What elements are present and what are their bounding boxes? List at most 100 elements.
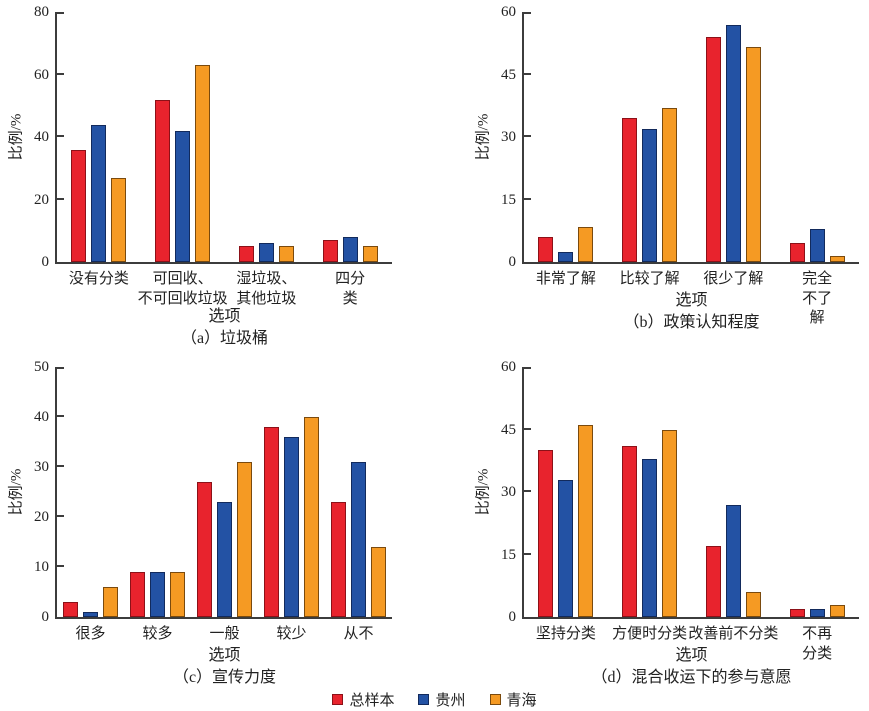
y-axis-title: 比例/% xyxy=(8,468,25,516)
y-axis-title: 比例/% xyxy=(475,468,492,516)
legend-item-guizhou: 贵州 xyxy=(418,689,466,710)
bar-guizhou-1 xyxy=(91,124,107,262)
y-tick-mark xyxy=(57,197,64,200)
y-tick-mark xyxy=(57,135,64,137)
caption-c: （c）宣传力度 xyxy=(172,669,277,686)
y-tick-label: 0 xyxy=(41,609,50,625)
y-tick-mark xyxy=(524,367,531,369)
y-tick-mark xyxy=(57,12,64,14)
panel-a-trash-bins: 比例/% 选项 （a）垃圾桶 0 20 40 60 80 没有分类 可回收、 不可回收垃圾湿… xyxy=(0,0,434,355)
y-tick-label: 45 xyxy=(501,66,516,83)
bar-total-sample-3 xyxy=(238,246,254,262)
y-tick-mark xyxy=(524,12,531,14)
y-tick-label: 60 xyxy=(501,4,516,20)
bar-guizhou-2 xyxy=(175,130,191,262)
y-tick-mark xyxy=(57,565,64,567)
x-category-label: 完全不了解 xyxy=(802,271,833,326)
y-axis-title: 比例/% xyxy=(8,113,25,161)
legend: 总样本 贵州 青海 xyxy=(0,688,869,711)
x-category-label: 从不 xyxy=(343,626,374,642)
bar-total-sample-4 xyxy=(264,427,279,617)
y-tick-mark xyxy=(524,552,531,555)
y-tick-mark xyxy=(524,72,531,75)
y-axis-title: 比例/% xyxy=(475,113,492,161)
y-tick-mark xyxy=(57,515,64,517)
legend-item-qinghai: 青海 xyxy=(489,689,537,710)
bar-total-sample-4 xyxy=(789,243,805,262)
bar-total-sample-2 xyxy=(622,446,638,617)
legend-swatch-qinghai xyxy=(489,694,501,705)
bar-guizhou-4 xyxy=(342,237,358,262)
bar-total-sample-3 xyxy=(705,546,721,617)
caption-a: （a）垃圾桶 xyxy=(180,330,269,347)
plot-area-d: 比例/% 选项 （d）混合收运下的参与意愿 0 15 30 45 60 坚持分类 方便时分类… xyxy=(476,359,859,686)
bar-guizhou-3 xyxy=(725,24,741,262)
bar-guizhou-4 xyxy=(809,608,825,617)
y-tick-label: 20 xyxy=(34,191,49,208)
plot-area-c: 比例/% 选项 （c）宣传力度 0 10 20 30 40 50 很多 较多 一般 较少 从不 xyxy=(9,359,392,686)
y-tick-label: 60 xyxy=(501,359,516,375)
y-tick-label: 0 xyxy=(508,254,517,270)
bar-total-sample-4 xyxy=(322,240,338,262)
bar-guizhou-1 xyxy=(558,479,574,617)
y-tick-mark xyxy=(524,197,531,200)
plot-area-b: 比例/% 选项 （b）政策认知程度 0 15 30 45 60 非常了解 比较了解 很少了解 完… xyxy=(476,4,859,331)
bar-total-sample-3 xyxy=(197,482,212,617)
bar-qinghai-3 xyxy=(237,462,252,617)
panel-b-policy-awareness: 比例/% 选项 （b）政策认知程度 0 15 30 45 60 非常了解 比较了解 很少了解 完… xyxy=(434,0,869,355)
x-category-label: 非常了解 xyxy=(535,271,596,287)
bar-qinghai-2 xyxy=(195,65,211,262)
x-category-label: 没有分类 xyxy=(68,271,129,287)
bar-qinghai-1 xyxy=(578,425,594,617)
legend-label-guizhou: 贵州 xyxy=(435,693,466,709)
bar-total-sample-1 xyxy=(538,237,554,262)
y-tick-mark xyxy=(57,367,64,369)
y-tick-label: 40 xyxy=(34,409,49,425)
panel-d-participation-willingness: 比例/% 选项 （d）混合收运下的参与意愿 0 15 30 45 60 坚持分类 方便时分类… xyxy=(434,355,869,686)
legend-item-total-sample: 总样本 xyxy=(332,689,394,710)
x-axis-title: 选项 xyxy=(675,647,708,664)
y-tick-label: 50 xyxy=(34,359,49,375)
bar-qinghai-4 xyxy=(829,255,845,262)
bar-total-sample-1 xyxy=(63,602,78,617)
legend-label-qinghai: 青海 xyxy=(506,693,537,709)
y-tick-label: 15 xyxy=(501,546,516,563)
bar-total-sample-3 xyxy=(705,37,721,262)
y-tick-label: 15 xyxy=(501,191,516,208)
bar-qinghai-4 xyxy=(829,604,845,617)
bar-guizhou-4 xyxy=(284,437,299,617)
x-category-label: 比较了解 xyxy=(619,271,680,287)
bar-total-sample-4 xyxy=(789,608,805,617)
y-tick-mark xyxy=(57,465,64,467)
bar-guizhou-1 xyxy=(83,612,98,617)
bar-qinghai-2 xyxy=(662,429,678,617)
bar-qinghai-4 xyxy=(304,417,319,617)
caption-b: （b）政策认知程度 xyxy=(623,314,760,331)
y-tick-label: 45 xyxy=(501,421,516,438)
y-tick-mark xyxy=(57,415,64,417)
y-tick-mark xyxy=(524,427,531,430)
x-category-label: 方便时分类 xyxy=(612,626,688,642)
bar-guizhou-2 xyxy=(642,128,658,262)
x-axis-title: 选项 xyxy=(675,292,708,309)
bar-qinghai-1 xyxy=(111,177,127,262)
bar-guizhou-4 xyxy=(809,228,825,262)
legend-swatch-total-sample xyxy=(332,694,344,705)
bar-qinghai-1 xyxy=(578,226,594,262)
bar-total-sample-1 xyxy=(538,450,554,617)
y-tick-label: 60 xyxy=(34,66,49,83)
legend-swatch-guizhou xyxy=(418,694,430,705)
y-tick-mark xyxy=(524,490,531,492)
y-tick-label: 10 xyxy=(34,559,49,575)
bar-guizhou-1 xyxy=(558,251,574,262)
y-tick-label: 30 xyxy=(501,129,516,145)
y-tick-label: 40 xyxy=(34,129,49,145)
x-axis-title: 选项 xyxy=(208,647,241,664)
bar-guizhou-3 xyxy=(217,502,232,617)
y-tick-label: 30 xyxy=(501,484,516,500)
bar-total-sample-2 xyxy=(130,572,145,617)
plot-area-a: 比例/% 选项 （a）垃圾桶 0 20 40 60 80 没有分类 可回收、 不可回收垃圾湿… xyxy=(9,4,392,347)
bar-guizhou-3 xyxy=(725,504,741,617)
x-category-label: 很少了解 xyxy=(703,271,764,287)
